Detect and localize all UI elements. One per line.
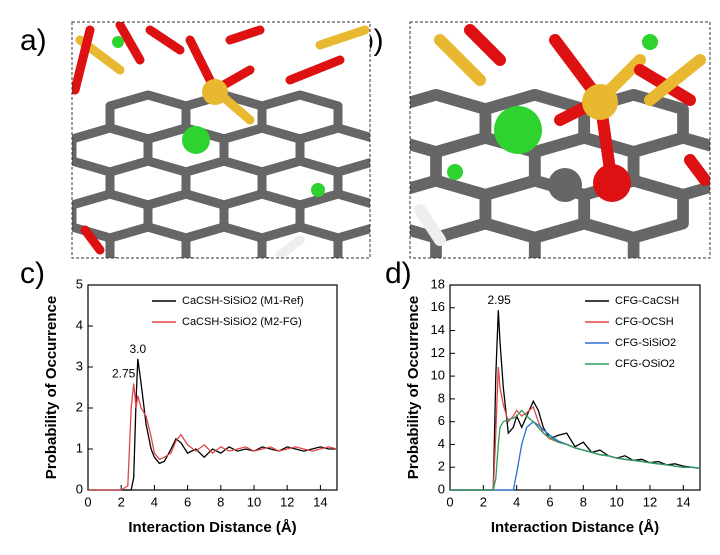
legend-label: CaCSH-SiSiO2 (M1-Ref) <box>182 295 304 307</box>
annotation: 2.95 <box>487 293 511 307</box>
annotation: 3.0 <box>129 342 146 356</box>
y-tick-label: 4 <box>76 317 83 332</box>
series-line <box>88 358 337 491</box>
y-tick-label: 10 <box>431 368 445 383</box>
series-line <box>450 409 701 491</box>
y-tick-label: 2 <box>438 459 445 474</box>
y-axis-title: Probability of Occurrence <box>43 296 60 479</box>
molecule-image <box>72 22 370 258</box>
x-tick-label: 14 <box>676 494 690 509</box>
series-line <box>88 383 338 491</box>
plot-frame <box>87 284 338 491</box>
x-tick-label: 4 <box>513 494 520 509</box>
x-tick-label: 8 <box>217 494 224 509</box>
x-tick-label: 10 <box>247 494 261 509</box>
x-tick-label: 6 <box>546 494 553 509</box>
y-tick-label: 4 <box>438 436 445 451</box>
annotation: 2.75 <box>112 367 136 381</box>
y-tick-label: 18 <box>431 276 445 291</box>
molecule-image <box>410 22 710 258</box>
legend-label: CFG-SiSiO2 <box>615 337 676 349</box>
y-tick-label: 12 <box>431 345 445 360</box>
image-frame <box>71 21 371 259</box>
image-frame <box>409 21 711 259</box>
y-tick-label: 3 <box>76 358 83 373</box>
panel-label: d) <box>385 257 412 290</box>
y-tick-label: 16 <box>431 299 445 314</box>
series-line <box>450 420 701 491</box>
x-tick-label: 6 <box>184 494 191 509</box>
x-tick-label: 10 <box>609 494 623 509</box>
x-tick-label: 12 <box>280 494 294 509</box>
y-tick-label: 1 <box>76 440 83 455</box>
y-tick-label: 8 <box>438 390 445 405</box>
x-axis-title: Interaction Distance (Å) <box>491 519 659 536</box>
plot-frame <box>449 284 701 491</box>
x-tick-label: 14 <box>313 494 327 509</box>
y-tick-label: 0 <box>76 481 83 496</box>
y-tick-label: 0 <box>438 481 445 496</box>
y-tick-label: 2 <box>76 399 83 414</box>
panel-label: a) <box>20 24 47 57</box>
x-axis-title: Interaction Distance (Å) <box>128 519 296 536</box>
y-tick-label: 5 <box>76 276 83 291</box>
x-tick-label: 2 <box>480 494 487 509</box>
y-axis-title: Probability of Occurrence <box>405 296 422 479</box>
y-tick-label: 6 <box>438 413 445 428</box>
panel-label: c) <box>20 257 45 290</box>
x-tick-label: 8 <box>580 494 587 509</box>
legend-label: CFG-CaCSH <box>615 295 679 307</box>
y-tick-label: 14 <box>431 322 445 337</box>
x-tick-label: 2 <box>118 494 125 509</box>
x-tick-label: 12 <box>643 494 657 509</box>
legend-label: CFG-OCSH <box>615 316 674 328</box>
x-tick-label: 0 <box>84 494 91 509</box>
series-line <box>450 366 701 491</box>
legend-label: CaCSH-SiSiO2 (M2-FG) <box>182 316 302 328</box>
legend-label: CFG-OSiO2 <box>615 358 675 370</box>
x-tick-label: 0 <box>446 494 453 509</box>
x-tick-label: 4 <box>151 494 158 509</box>
